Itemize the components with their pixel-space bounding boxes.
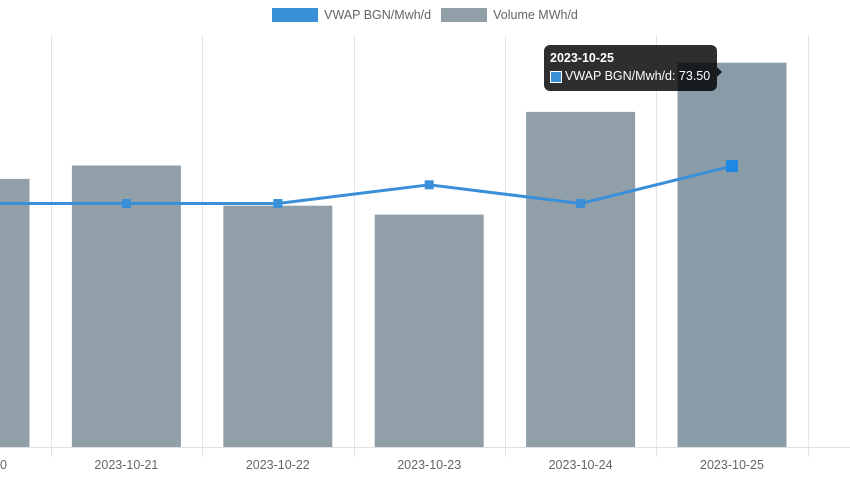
- point-vwap-2023-10-22: [273, 199, 283, 209]
- chart-legend: VWAP BGN/Mwh/d Volume MWh/d: [0, 8, 850, 22]
- tooltip-caret: [717, 67, 723, 77]
- legend-label-vwap: VWAP BGN/Mwh/d: [324, 8, 432, 22]
- tooltip-title: 2023-10-25: [550, 51, 614, 65]
- point-vwap-2023-10-23: [424, 180, 434, 190]
- bar-volume-2023-10-25: [677, 62, 787, 448]
- line-vwap: [0, 164, 733, 206]
- legend-swatch-volume: [441, 8, 488, 22]
- x-tick-label: 2023-10-20: [0, 458, 7, 472]
- chart-tooltip: 2023-10-25 VWAP BGN/Mwh/d: 73.50: [544, 45, 723, 91]
- bar-volume-2023-10-24: [526, 111, 636, 447]
- bar-volume-2023-10-20: [0, 178, 30, 447]
- tooltip-label: VWAP BGN/Mwh/d: 73.50: [565, 69, 711, 83]
- legend-label-volume: Volume MWh/d: [493, 8, 578, 22]
- bar-volume-2023-10-23: [374, 214, 484, 447]
- point-vwap-2023-10-25: [726, 160, 738, 173]
- point-vwap-2023-10-21: [121, 199, 131, 209]
- tooltip-row: VWAP BGN/Mwh/d: 73.50: [550, 68, 710, 85]
- x-tick-label: 2023-10-21: [94, 458, 158, 472]
- x-tick-label: 2023-10-23: [397, 458, 461, 472]
- bar-volume-2023-10-22: [223, 205, 333, 447]
- x-tick-label: 2023-10-25: [700, 458, 764, 472]
- x-tick-label: 2023-10-24: [549, 458, 613, 472]
- point-vwap-2023-10-24: [576, 199, 586, 209]
- tooltip-swatch: [550, 70, 562, 83]
- legend-swatch-vwap: [272, 8, 319, 22]
- legend-item-vwap[interactable]: VWAP BGN/Mwh/d: [272, 8, 431, 22]
- bar-volume-2023-10-21: [71, 165, 181, 447]
- x-tick-label: 2023-10-22: [246, 458, 310, 472]
- legend-item-volume[interactable]: Volume MWh/d: [441, 8, 578, 22]
